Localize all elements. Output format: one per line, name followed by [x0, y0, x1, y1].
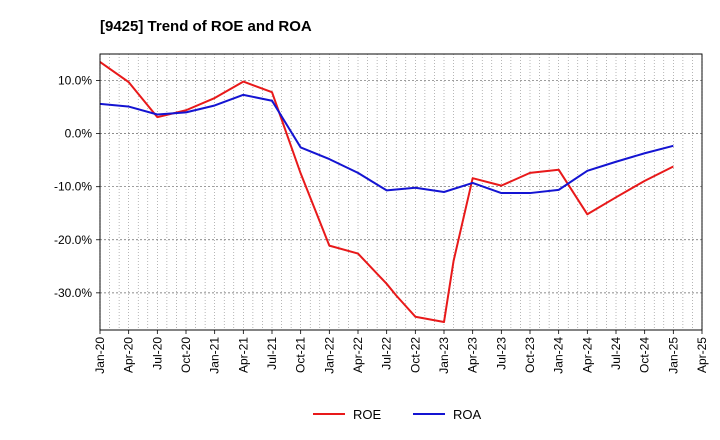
x-tick-label: Oct-20: [179, 337, 193, 373]
x-tick-label: Apr-25: [695, 337, 709, 373]
x-tick-label: Apr-22: [351, 337, 365, 373]
legend-label-roe: ROE: [353, 407, 382, 422]
y-tick-label: 0.0%: [65, 127, 93, 141]
x-tick-label: Oct-23: [523, 337, 537, 373]
x-tick-label: Jan-23: [437, 337, 451, 374]
y-tick-label: -10.0%: [54, 180, 92, 194]
series-lines: [99, 61, 674, 324]
chart-title: [9425] Trend of ROE and ROA: [100, 18, 312, 35]
x-tick-label: Apr-23: [466, 337, 480, 373]
x-tick-label: Oct-24: [638, 337, 652, 373]
x-tick-label: Oct-21: [294, 337, 308, 373]
legend-label-roa: ROA: [453, 407, 482, 422]
y-axis: 10.0% 0.0% -10.0% -20.0% -30.0%: [54, 74, 100, 300]
x-tick-label: Jul-20: [150, 337, 164, 370]
x-tick-label: Apr-20: [122, 337, 136, 373]
plot-area: [99, 53, 703, 331]
y-tick-label: 10.0%: [58, 74, 92, 88]
x-axis: Jan-20 Apr-20 Jul-20 Oct-20 Jan-21 Apr-21 Jul-…: [93, 330, 709, 374]
x-tick-label: Oct-22: [408, 337, 422, 373]
series-line-roa: [99, 93, 674, 195]
legend: ROE ROA: [313, 407, 482, 422]
x-tick-label: Apr-21: [236, 337, 250, 373]
x-tick-label: Jan-25: [666, 337, 680, 374]
x-tick-label: Jan-24: [552, 337, 566, 374]
y-tick-label: -20.0%: [54, 233, 92, 247]
x-tick-label: Jan-21: [208, 337, 222, 374]
plot-border: [99, 53, 703, 331]
x-tick-label: Jul-21: [265, 337, 279, 370]
x-tick-label: Apr-24: [580, 337, 594, 373]
x-tick-label: Jul-22: [380, 337, 394, 370]
x-tick-label: Jul-23: [494, 337, 508, 370]
y-tick-label: -30.0%: [54, 286, 92, 300]
x-tick-label: Jul-24: [609, 337, 623, 370]
x-tick-label: Jan-22: [322, 337, 336, 374]
x-tick-label: Jan-20: [93, 337, 107, 374]
